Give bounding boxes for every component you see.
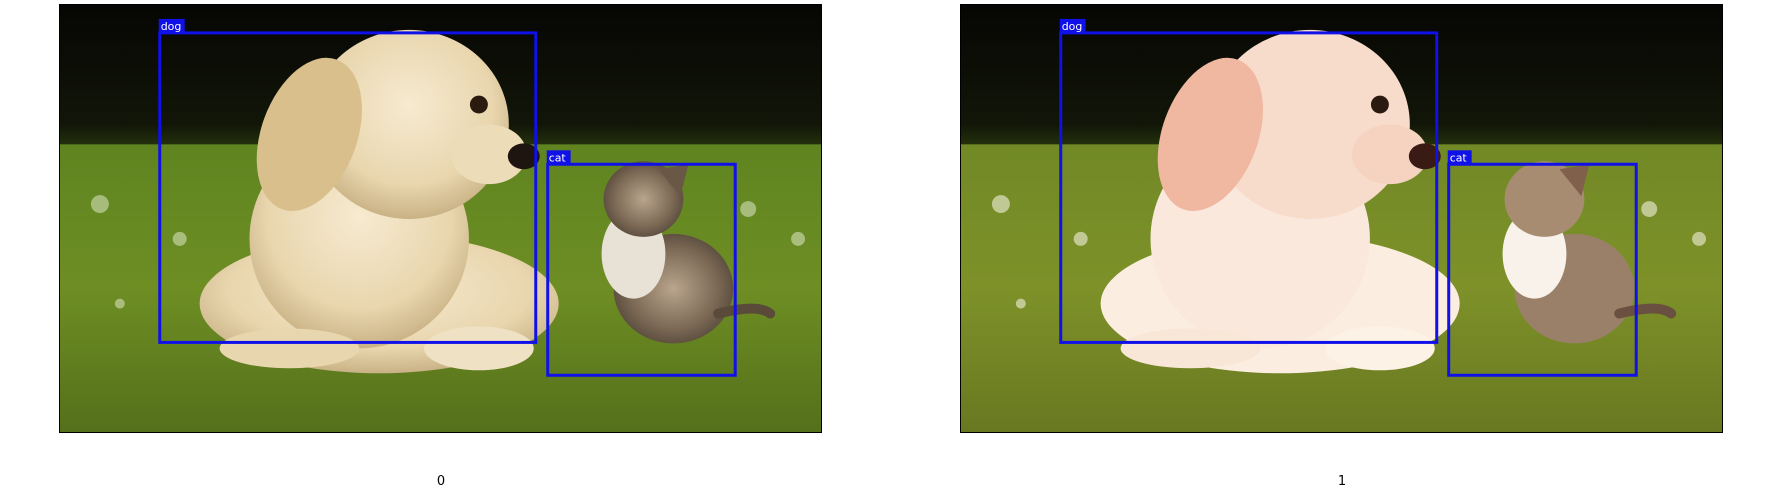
photo-dog-and-cat-warm: dog cat xyxy=(961,5,1722,432)
photo-dog-and-cat: dog cat xyxy=(60,5,821,432)
image-panel-augmented: dog cat xyxy=(960,4,1723,433)
detection-label-cat: cat xyxy=(549,151,567,164)
cat-figure xyxy=(1502,161,1677,344)
dog-figure xyxy=(1100,29,1460,374)
detection-label-dog: dog xyxy=(1062,20,1083,33)
detection-dog: dog xyxy=(158,18,538,344)
cat-figure xyxy=(601,161,776,344)
detection-cat: cat xyxy=(1447,150,1638,377)
detection-cat: cat xyxy=(546,150,737,377)
detection-label-cat: cat xyxy=(1450,151,1468,164)
detection-label-dog: dog xyxy=(161,20,182,33)
image-panel-original: dog cat xyxy=(59,4,822,433)
dog-figure xyxy=(199,29,559,374)
detection-dog: dog xyxy=(1059,18,1439,344)
panel-caption: 1 xyxy=(1337,474,1347,489)
panel-caption: 0 xyxy=(436,474,446,489)
